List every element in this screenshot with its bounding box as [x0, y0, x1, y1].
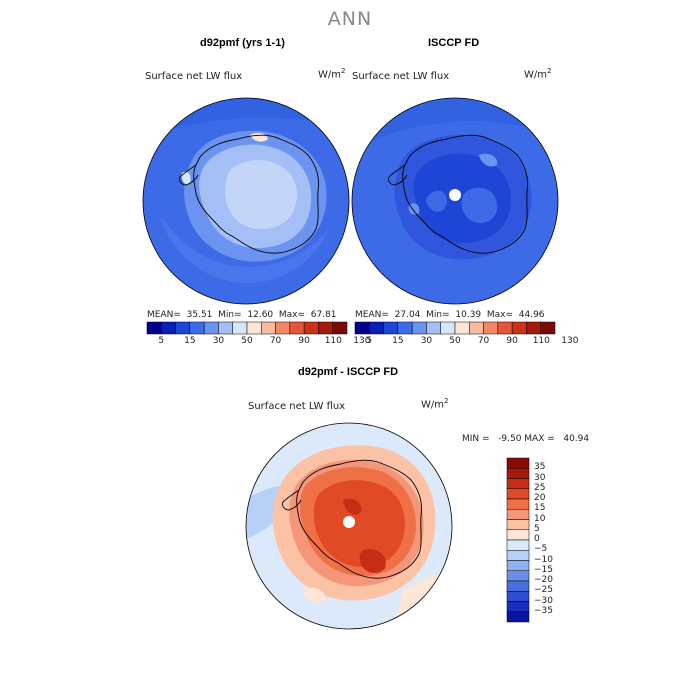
colorbar-tick-label: −30	[534, 595, 553, 606]
colorbar-tick-label: 5	[158, 336, 165, 346]
colorbar-ticks-right: 5 15 30 50 70 90 110 130	[355, 336, 578, 348]
colorbar-swatch	[506, 591, 530, 602]
colorbar-swatch	[354, 321, 370, 335]
colorbar-swatch	[383, 321, 399, 335]
panel-title-diff: d92pmf - ISCCP FD	[298, 366, 399, 378]
colorbar-swatch	[506, 570, 530, 582]
colorbar-swatch	[506, 519, 530, 530]
colorbar-swatch	[506, 468, 530, 479]
colorbar-difference	[506, 457, 530, 623]
colorbar-swatch	[540, 321, 556, 335]
page-title: ANN	[327, 8, 373, 30]
field-label-right: Surface net LW flux	[352, 71, 450, 82]
colorbar-tick-label: −25	[534, 585, 553, 596]
colorbar-swatch	[289, 321, 305, 335]
pole-hole	[449, 189, 461, 201]
colorbar-tick-label: 5	[366, 336, 373, 346]
panel-title-obs: ISCCP FD	[428, 37, 480, 49]
colorbar-tick-label: −5	[534, 544, 548, 555]
colorbar-swatch	[511, 321, 527, 335]
polar-map-model	[142, 97, 350, 305]
colorbar-tick-label: 130	[353, 336, 371, 346]
units-label-left: W/m2	[318, 67, 346, 81]
colorbar-tick-label: 15	[392, 336, 404, 346]
colorbar-swatch	[318, 321, 333, 335]
colorbar-tick-label: 50	[449, 336, 461, 346]
colorbar-tick-label: 20	[534, 493, 546, 503]
colorbar-tick-label: 110	[324, 336, 342, 346]
colorbar-tick-label: −15	[534, 564, 553, 575]
colorbar-swatch	[426, 321, 441, 335]
colorbar-ticks-left: 5 15 30 50 70 90 110 130	[147, 336, 370, 348]
colorbar-swatch	[232, 321, 248, 335]
colorbar-swatch	[397, 321, 413, 335]
colorbar-swatch	[275, 321, 291, 335]
pole-hole-diff	[343, 516, 355, 528]
colorbar-tick-label: 10	[534, 513, 546, 524]
colorbar-tick-label: 110	[532, 336, 550, 346]
panel-title-model: d92pmf (yrs 1-1)	[200, 37, 285, 49]
colorbar-ticks-difference: 35 30 25 20 15 10 5 0 −5 −10 −15 −20 −25 −30 −35	[534, 458, 574, 628]
colorbar-tick-label: 15	[184, 336, 196, 346]
colorbar-tick-label: 25	[534, 482, 546, 493]
colorbar-tick-label: 130	[561, 336, 579, 346]
colorbar-swatch	[218, 321, 233, 335]
colorbar-swatch	[506, 560, 530, 571]
colorbar-swatch	[161, 321, 176, 335]
field-label-left: Surface net LW flux	[145, 71, 243, 82]
colorbar-swatch	[146, 321, 162, 335]
stats-diff: MIN = -9.50 MAX = 40.94	[462, 434, 590, 444]
colorbar-swatch	[369, 321, 384, 335]
colorbar-tick-label: −10	[534, 554, 553, 565]
field-label-diff: Surface net LW flux	[248, 401, 346, 412]
colorbar-tick-label: 90	[506, 336, 518, 346]
colorbar-top-right	[354, 321, 556, 335]
colorbar-swatch	[506, 457, 530, 469]
colorbar-swatch	[506, 550, 530, 561]
colorbar-swatch	[506, 529, 530, 541]
polar-map-obs	[351, 97, 559, 305]
colorbar-swatch	[506, 478, 530, 489]
colorbar-tick-label: 30	[212, 336, 225, 346]
colorbar-swatch	[454, 321, 470, 335]
colorbar-swatch	[303, 321, 319, 335]
colorbar-tick-label: 30	[420, 336, 433, 346]
colorbar-tick-label: 0	[534, 534, 540, 544]
colorbar-swatch	[483, 321, 499, 335]
colorbar-swatch	[261, 321, 276, 335]
colorbar-swatch	[506, 601, 530, 612]
units-label-diff: W/m2	[421, 397, 449, 411]
colorbar-tick-label: 30	[534, 472, 546, 483]
colorbar-tick-label: 35	[534, 462, 546, 473]
colorbar-swatch	[189, 321, 205, 335]
colorbar-swatch	[203, 321, 219, 335]
colorbar-swatch	[246, 321, 262, 335]
colorbar-tick-label: −20	[534, 575, 553, 585]
colorbar-swatch	[526, 321, 541, 335]
colorbar-top-left	[146, 321, 348, 335]
units-label-right: W/m2	[524, 67, 552, 81]
colorbar-tick-label: 50	[241, 336, 253, 346]
colorbar-swatch	[332, 321, 348, 335]
colorbar-tick-label: 70	[477, 336, 490, 346]
colorbar-swatch	[469, 321, 484, 335]
colorbar-swatch	[411, 321, 427, 335]
polar-map-difference	[245, 422, 453, 630]
colorbar-swatch	[506, 539, 530, 551]
colorbar-swatch	[497, 321, 513, 335]
colorbar-swatch	[440, 321, 456, 335]
colorbar-swatch	[506, 611, 530, 623]
stats-obs: MEAN= 27.04 Min= 10.39 Max= 44.96	[355, 310, 545, 320]
colorbar-swatch	[506, 498, 530, 510]
colorbar-swatch	[175, 321, 191, 335]
colorbar-swatch	[506, 509, 530, 520]
stats-model: MEAN= 35.51 Min= 12.60 Max= 67.81	[147, 310, 337, 320]
colorbar-tick-label: 15	[534, 503, 546, 514]
colorbar-tick-label: 90	[298, 336, 310, 346]
colorbar-tick-label: 70	[269, 336, 282, 346]
colorbar-tick-label: −35	[534, 605, 553, 616]
colorbar-swatch	[506, 580, 530, 592]
colorbar-tick-label: 5	[534, 523, 540, 534]
colorbar-swatch	[506, 488, 530, 500]
